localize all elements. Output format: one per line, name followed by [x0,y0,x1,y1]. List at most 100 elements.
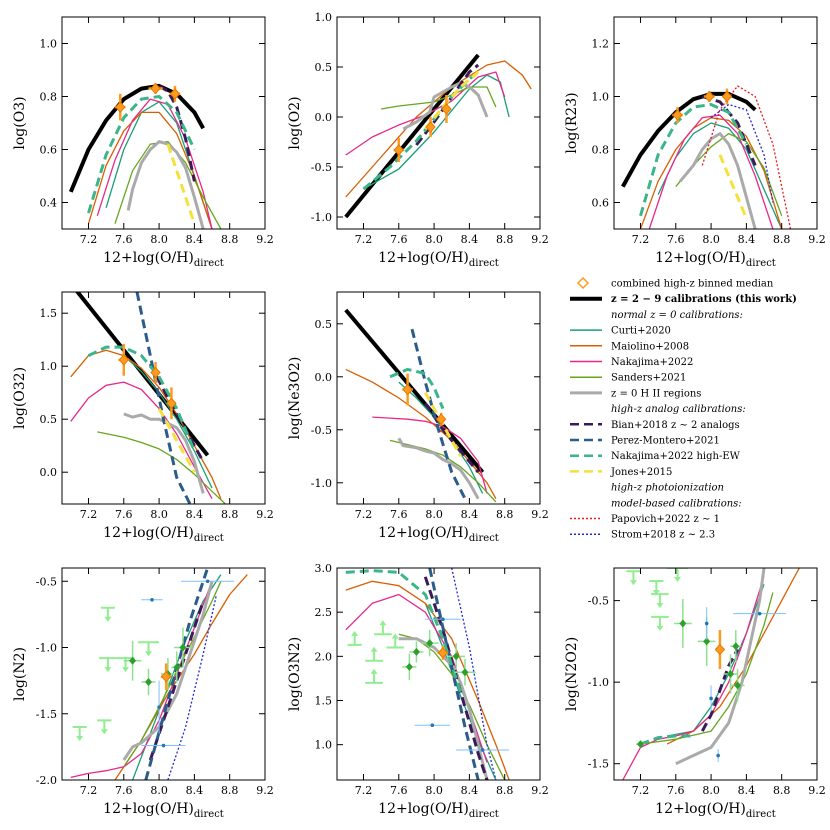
limit-arrow-head [351,630,359,636]
x-tick-label: 8.0 [425,784,443,797]
median-point [118,354,129,366]
blue-point [157,705,161,709]
y-tick-label: 2.5 [315,606,333,619]
x-tick-label: 9.2 [531,508,549,521]
legend-label: z = 2 − 9 calibrations (this work) [611,294,797,305]
x-tick-label: 7.2 [80,233,98,246]
series-maiolino-2008 [87,111,213,229]
x-tick-label: 8.4 [738,233,756,246]
green-point [129,656,137,665]
series-this-work [344,53,480,219]
y-tick-label: -0.5 [311,424,332,437]
x-tick-label: 7.2 [80,784,98,797]
median-point [714,643,726,656]
plot-area [70,568,248,780]
x-tick-label: 9.2 [256,508,274,521]
legend-item: Maiolino+2008 [570,341,689,352]
median-point [672,109,683,121]
blue-point [150,598,154,602]
series-curti-2020 [363,74,510,190]
x-axis-label-subscript: direct [469,809,499,820]
legend-label: Papovich+2022 z ∼ 1 [611,514,720,525]
green-point [412,647,420,656]
legend-label: Maiolino+2008 [611,341,689,352]
x-tick-label: 8.8 [496,784,514,797]
axes-frame [613,567,818,781]
x-tick-label: 7.2 [355,784,373,797]
y-tick-label: 1.0 [315,739,333,752]
green-point [727,670,735,678]
legend-label: Perez-Montero+2021 [611,436,720,447]
limit-arrow-head [370,646,378,652]
x-tick-label: 8.4 [186,784,204,797]
series-sanders-2021 [640,592,774,745]
y-tick-label: 2.0 [315,650,333,663]
series-bian-2018 [158,84,196,182]
series-maiolino-2008 [70,349,222,499]
legend-label: Nakajima+2022 [611,357,693,368]
green-point [144,677,152,686]
blue-point [709,696,713,701]
series-perez-montero-2021 [135,292,192,504]
series-perez-montero-2021 [410,328,467,500]
plot-area [345,568,510,780]
y-tick-label: -1.5 [588,758,609,771]
series-bian-2018 [701,95,757,166]
y-tick-label: 0.5 [315,318,333,331]
legend-label: Jones+2015 [610,467,672,478]
legend-item: combined high-z binned median [576,276,774,290]
median-point [704,90,715,103]
y-tick-label: 1.5 [40,307,58,320]
series-strom-2018 [710,103,774,203]
panel-r23: 7.2 7.6 8.0 8.4 8.8 9.2 0.6 0.8 1.0 1.2 12+log(O/H… [564,16,826,269]
median-point [150,82,161,95]
x-axis-label: 12+log(O/H)direct [378,525,499,544]
y-axis-label: log(R23) [564,92,580,153]
legend-item: Papovich+2022 z ∼ 1 [570,514,720,525]
legend-label: Sanders+2021 [611,373,686,384]
plot-area [70,292,226,504]
green-point [636,740,644,749]
plot-area [621,85,792,229]
median-point [160,670,172,683]
blue-point [716,753,720,758]
y-tick-label: 1.5 [315,695,333,708]
series-bian-2018 [423,576,489,780]
legend-label: normal z = 0 calibrations: [611,310,743,321]
plot-area [344,53,532,219]
legend: combined high-z binned median z = 2 − 9 c… [570,276,797,541]
series-nakajima-2022 [96,98,213,229]
median-point [425,121,436,133]
y-tick-label: -1.0 [588,676,609,689]
limit-arrow-head [76,736,84,741]
x-axis-label: 12+log(O/H)direct [103,250,224,269]
y-tick-label: 0.0 [315,111,333,124]
legend-label: combined high-z binned median [611,279,774,290]
axes-frame [336,567,541,781]
x-tick-label: 7.6 [390,784,408,797]
x-tick-label: 7.2 [355,233,373,246]
x-tick-label: 8.8 [773,233,791,246]
x-tick-label: 7.6 [390,233,408,246]
x-tick-label: 8.8 [773,784,791,797]
series-jones-2015 [424,70,480,130]
median-point [437,647,449,659]
green-point [173,663,181,672]
axes-frame [336,16,541,230]
y-tick-label: 0.0 [315,371,333,384]
series-z-0-h-ii [122,580,214,761]
x-axis-label: 12+log(O/H)direct [655,801,776,820]
x-tick-label: 8.4 [738,784,756,797]
x-tick-label: 8.4 [461,233,479,246]
median-point [402,383,413,396]
x-tick-label: 8.0 [150,508,168,521]
axes-frame [336,291,541,505]
green-point [703,637,711,646]
x-axis-label: 12+log(O/H)direct [655,250,776,269]
series-nakajima-2022-high-ew [639,734,694,746]
median-point [115,101,126,113]
legend-item: Curti+2020 [570,326,671,337]
x-tick-label: 7.2 [80,508,98,521]
x-tick-label: 8.0 [702,233,720,246]
